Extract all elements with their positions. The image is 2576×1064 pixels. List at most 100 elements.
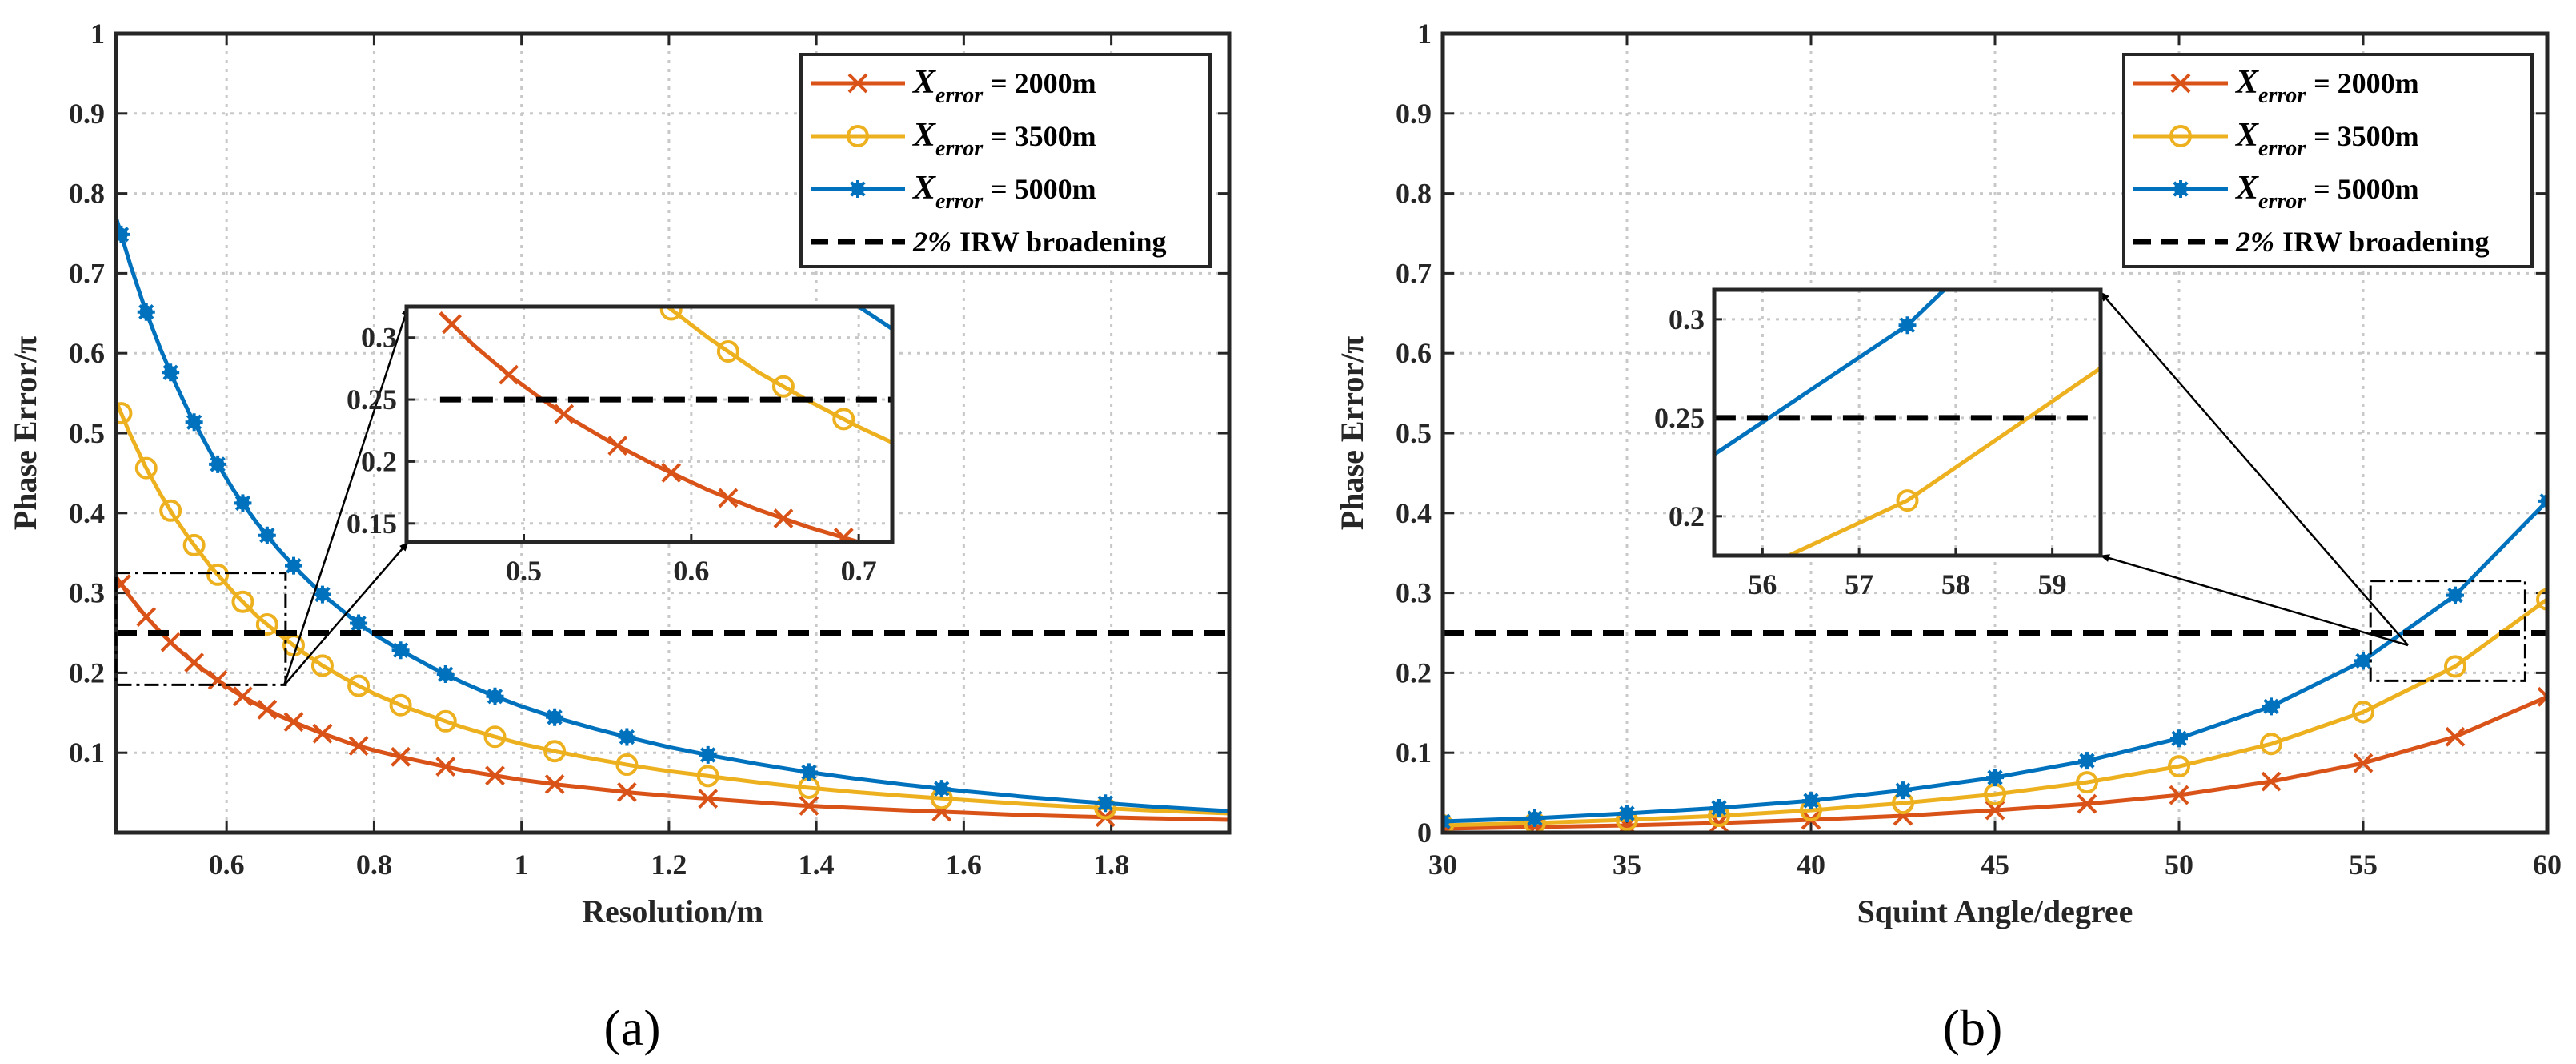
inset-series-5000-marker — [609, 64, 627, 82]
series-3500-marker — [255, 613, 278, 636]
series-3500-marker — [116, 402, 133, 425]
legend-swatch-marker — [2172, 180, 2189, 198]
series-5000-marker — [1802, 792, 1820, 810]
series-5000-marker — [1986, 769, 2004, 787]
series-3500-marker — [483, 725, 507, 749]
series-5000-marker — [618, 728, 636, 746]
series-3500-marker — [615, 753, 639, 777]
series-5000-marker — [234, 494, 252, 512]
legend-swatch-marker — [849, 180, 867, 198]
series-3500-marker — [347, 674, 371, 697]
series-2000-marker — [391, 746, 411, 767]
y-tick-label: 0.1 — [1396, 737, 1432, 769]
chart-a: 0.6 0.8 1 1.2 1.4 1.6 1.8 0.1 0.2 0.3 0.4 0.5 0.6 0.7… — [7, 18, 1232, 1056]
series-2000-marker — [435, 757, 456, 777]
legend-entry-1: Xerror = 3500m — [911, 117, 1096, 161]
inset-y-tick-label: 0.2 — [1669, 500, 1705, 532]
series-2000-marker — [283, 712, 304, 733]
series-2000-marker — [136, 607, 157, 627]
y-tick-label: 0.8 — [1396, 178, 1432, 210]
legend-entry-1: Xerror = 3500m — [2234, 117, 2419, 161]
x-axis-label: Squint Angle/degree — [1857, 893, 2133, 929]
inset-series-2000-marker — [607, 436, 628, 456]
x-tick-label: 55 — [2349, 849, 2378, 881]
series-2000-marker — [257, 699, 278, 720]
inset-x-tick-label: 0.7 — [841, 555, 877, 587]
inset-frame — [404, 304, 895, 544]
series-5000-marker — [209, 455, 227, 473]
series-5000-marker — [313, 585, 331, 604]
y-tick-label: 0.3 — [69, 577, 105, 609]
zoom-arrow — [2100, 554, 2409, 647]
inset-series-2000-marker — [661, 463, 682, 483]
y-axis-label: Phase Error/π — [7, 336, 43, 530]
series-3500-marker — [159, 499, 182, 522]
y-tick-label: 0.7 — [1396, 257, 1432, 289]
inset-series-5000-marker — [1898, 316, 1917, 335]
series-2000-marker — [233, 686, 253, 707]
series-5000-marker — [2262, 697, 2280, 716]
legend-entry-3: 2% IRW broadening — [912, 226, 1167, 258]
series-2000-marker — [485, 765, 505, 786]
legend-value: = 3500m — [991, 120, 1096, 152]
inset-series-5000-marker — [835, 287, 852, 304]
x-tick-label: 40 — [1797, 849, 1825, 881]
series-2000-marker — [799, 796, 819, 816]
inset-series-3500-marker — [608, 254, 627, 273]
series-2000-marker — [2261, 771, 2282, 792]
x-tick-label: 50 — [2165, 849, 2193, 881]
x-tick-label: 1 — [515, 849, 529, 881]
inset-background — [407, 307, 892, 542]
zoom-arrow — [282, 306, 410, 686]
series-2000-marker — [312, 723, 333, 744]
series-group — [116, 216, 1229, 828]
legend-subscript: error — [935, 136, 984, 161]
series-5000-marker — [391, 641, 410, 660]
axes-frame — [114, 31, 1232, 835]
x-tick-label: 45 — [1981, 849, 2009, 881]
inset-series-3500-marker — [555, 200, 574, 219]
legend-entry-3: 2% IRW broadening — [2235, 226, 2490, 258]
legend-subscript: error — [935, 83, 984, 108]
x-tick-label: 1.8 — [1093, 849, 1129, 881]
legend-subscript: error — [2258, 136, 2306, 161]
legend-var: X — [911, 170, 936, 207]
legend-entry-2: Xerror = 5000m — [2234, 170, 2419, 214]
series-5000-marker — [2078, 752, 2096, 770]
y-tick-label: 0.5 — [69, 417, 105, 449]
y-tick-label: 0.8 — [69, 178, 105, 210]
chart-b: 30 35 40 45 50 55 60 0 0.1 0.2 0.3 0.4 0.5 0.6 0.7 0.8 0… — [1334, 18, 2562, 1056]
series-2000-marker — [207, 670, 228, 690]
inset-x-tick-label: 0.5 — [506, 555, 542, 587]
inset-series-3500-marker — [716, 340, 739, 363]
series-3500-marker — [134, 456, 158, 480]
y-tick-label: 0.2 — [1396, 656, 1432, 689]
zoom-region-box — [2369, 580, 2526, 682]
series-2000-marker — [348, 736, 369, 757]
legend-var: X — [2234, 170, 2259, 207]
x-tick-label: 0.8 — [356, 849, 392, 881]
y-tick-label: 0.9 — [69, 98, 105, 130]
x-tick-label: 1.6 — [946, 849, 982, 881]
series-5000-marker — [1096, 794, 1115, 813]
inset-x-tick-label: 56 — [1748, 568, 1777, 600]
series-5000-marker — [799, 763, 818, 781]
legend-value: = 5000m — [2314, 173, 2419, 205]
series-5000-marker — [1618, 805, 1636, 823]
legend-entry-0: Xerror = 2000m — [2234, 64, 2419, 108]
legend-subscript: error — [935, 189, 984, 214]
y-tick-label: 0.3 — [1396, 577, 1432, 609]
series-3500-marker — [434, 709, 457, 733]
legend-var: X — [2234, 64, 2259, 101]
series-2000-marker — [1985, 800, 2005, 821]
series-5000-marker — [285, 556, 303, 575]
x-tick-label: 1.4 — [799, 849, 835, 881]
inset-series-2000-marker — [833, 528, 854, 542]
inset-x-tick-label: 59 — [2038, 568, 2067, 600]
series-5000-marker — [546, 708, 564, 726]
inset-y-tick-label: 0.25 — [1654, 402, 1705, 434]
series-5000-marker — [1894, 781, 1912, 800]
legend-entry-0: Xerror = 2000m — [911, 64, 1096, 108]
inset-y-tick-label: 0.3 — [361, 322, 397, 354]
